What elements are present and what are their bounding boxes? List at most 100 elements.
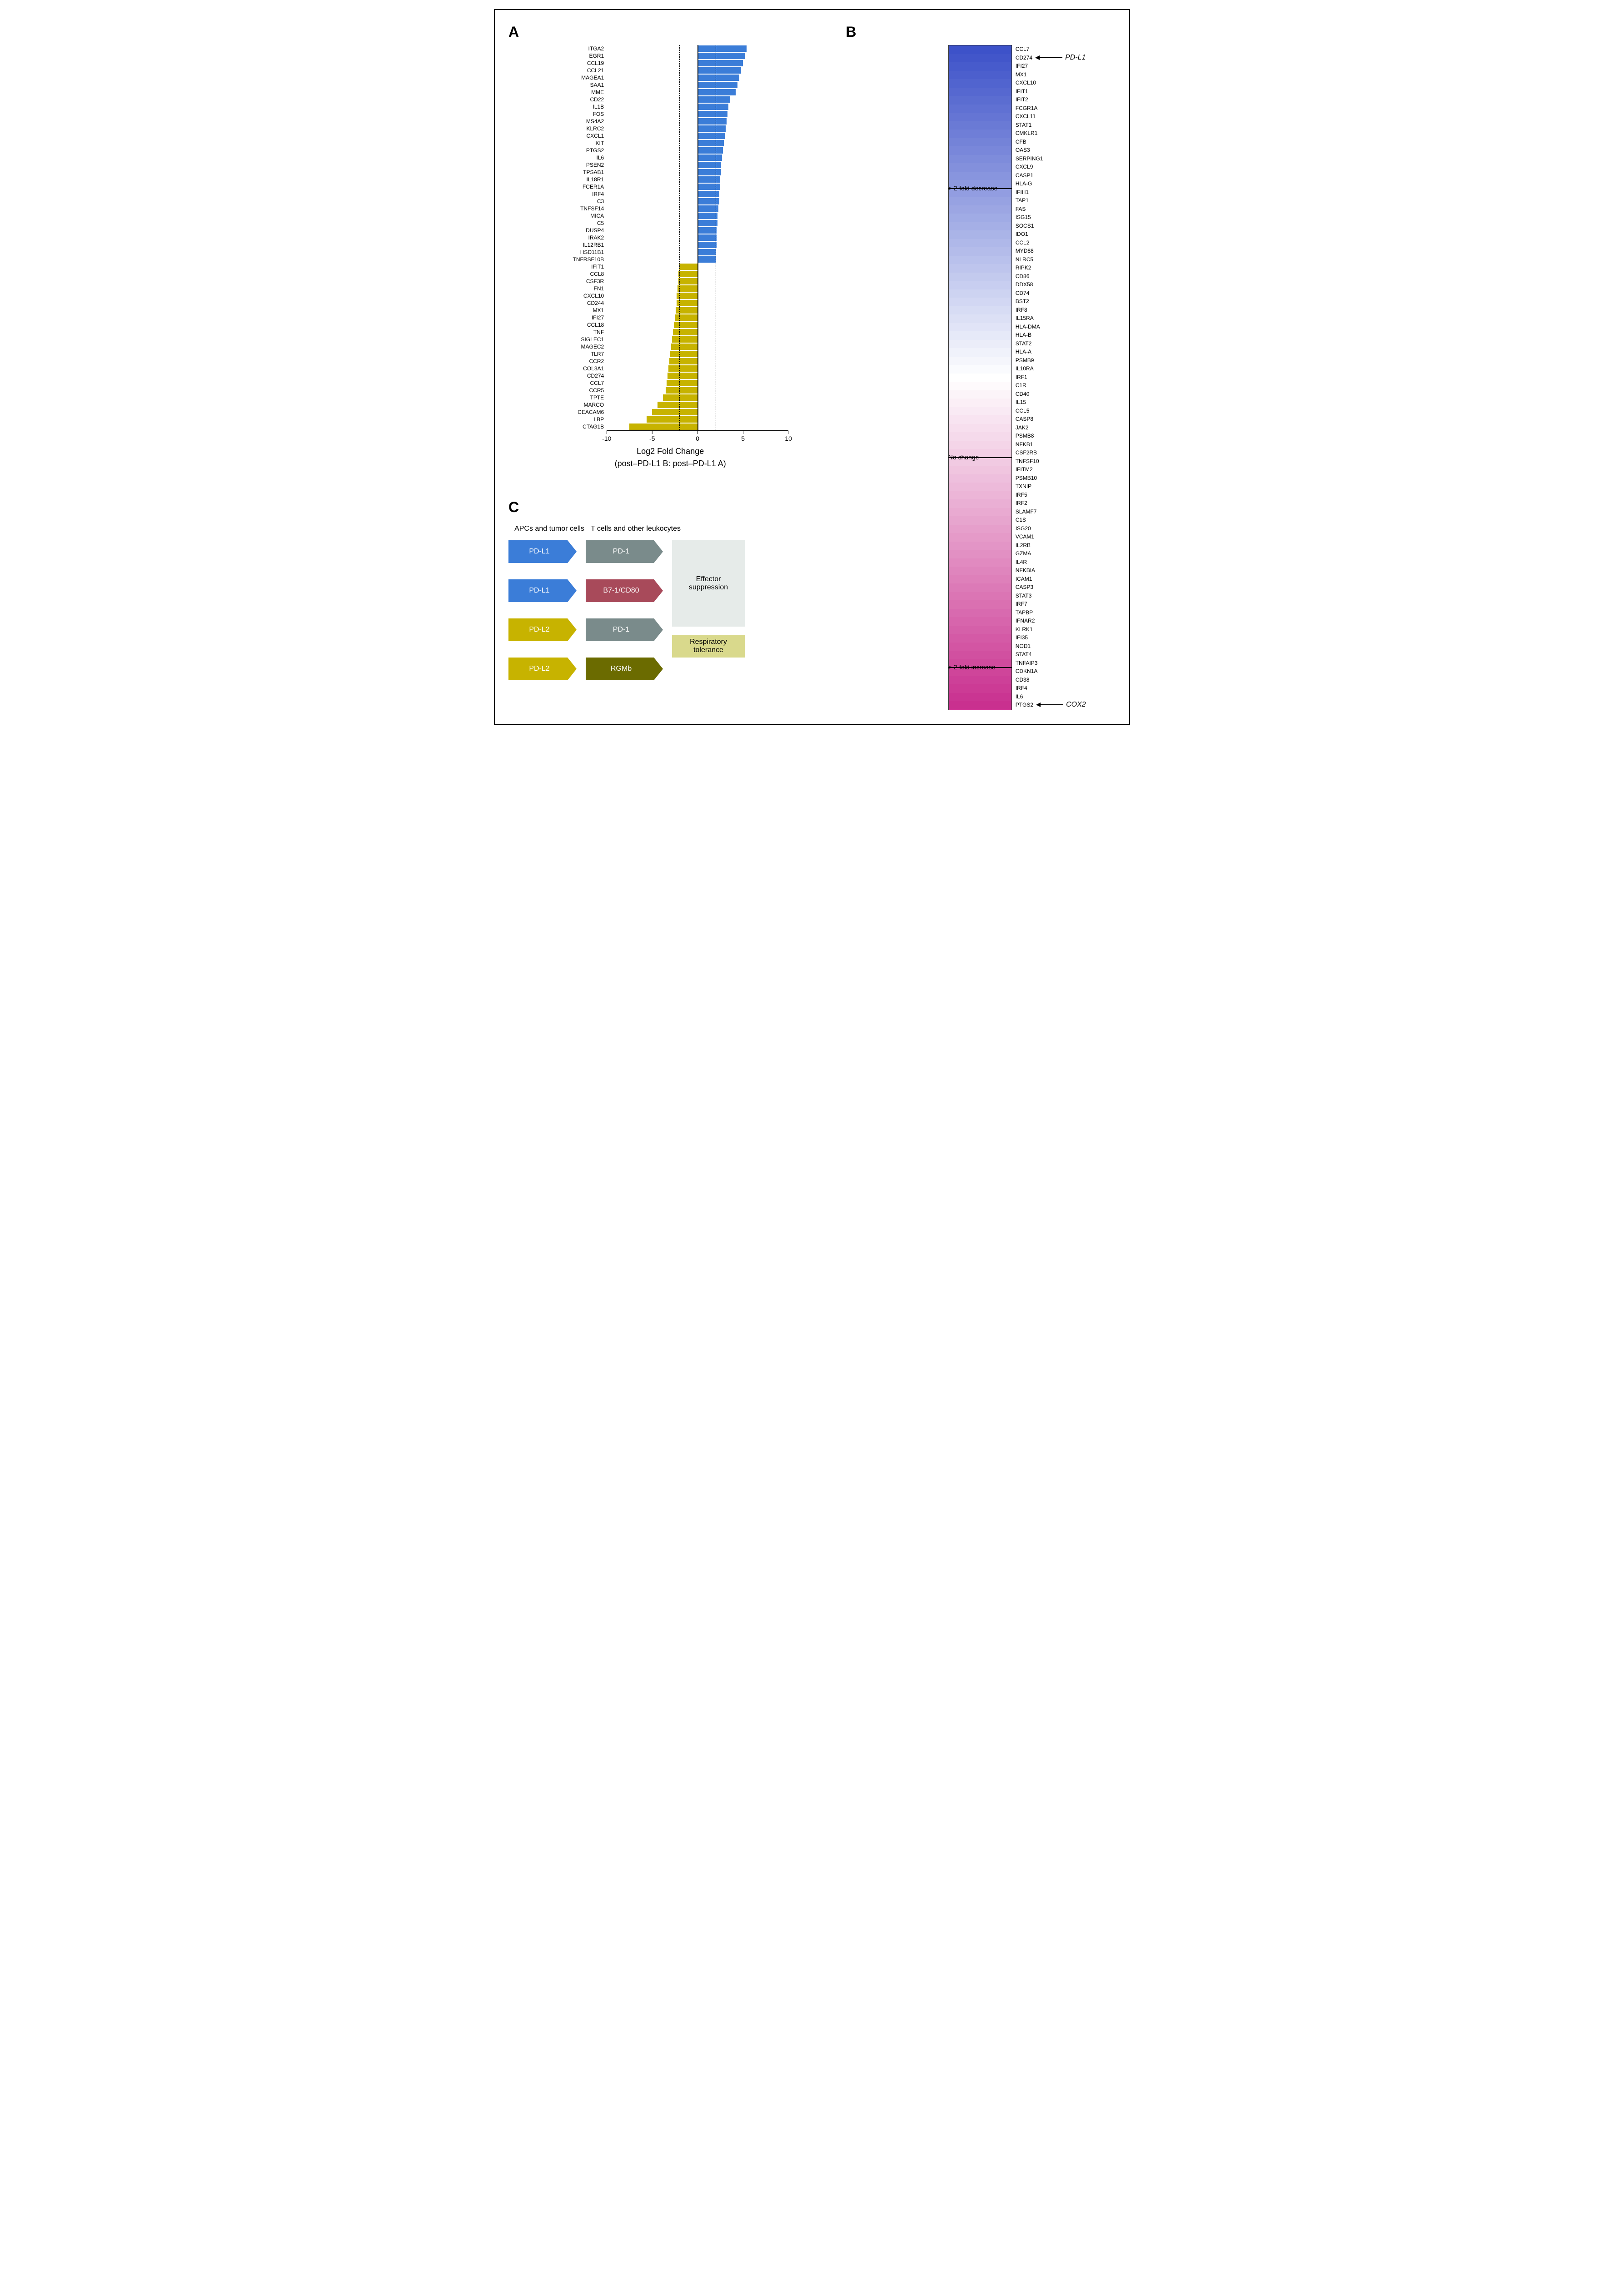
bar-row: IRF4 bbox=[552, 190, 788, 198]
heat-gene-label: IFITM2 bbox=[1016, 465, 1086, 474]
heat-cell bbox=[949, 163, 1011, 172]
heat-gene-label: STAT4 bbox=[1016, 650, 1086, 659]
gene-label: IL1B bbox=[552, 104, 607, 110]
bar bbox=[697, 176, 720, 183]
heat-cell bbox=[949, 247, 1011, 256]
bar bbox=[672, 336, 697, 343]
bar-row: CCR2 bbox=[552, 358, 788, 365]
heat-gene-label: MYD88 bbox=[1016, 247, 1086, 255]
bar-row: CD22 bbox=[552, 96, 788, 103]
bar-row: MAGEA1 bbox=[552, 74, 788, 81]
heat-cell bbox=[949, 474, 1011, 483]
heat-cell bbox=[949, 390, 1011, 399]
gene-label: C3 bbox=[552, 198, 607, 204]
heat-cell bbox=[949, 466, 1011, 474]
heat-cell bbox=[949, 441, 1011, 449]
heat-gene-label: IDO1 bbox=[1016, 230, 1086, 239]
bar-row: IL12RB1 bbox=[552, 241, 788, 249]
bar-row: TNFRSF10B bbox=[552, 256, 788, 263]
heat-gene-label: IL15 bbox=[1016, 398, 1086, 407]
bar bbox=[697, 242, 717, 248]
bar-row: KIT bbox=[552, 140, 788, 147]
gene-label: HSD11B1 bbox=[552, 249, 607, 255]
bar bbox=[697, 147, 723, 154]
gene-label: MS4A2 bbox=[552, 118, 607, 125]
heat-cell bbox=[949, 113, 1011, 121]
bar bbox=[671, 344, 697, 350]
bar-row: IFI27 bbox=[552, 314, 788, 321]
gene-label: IL6 bbox=[552, 154, 607, 161]
bar bbox=[697, 191, 719, 197]
heat-gene-label: MX1 bbox=[1016, 70, 1086, 79]
bar bbox=[697, 89, 736, 95]
heat-cell bbox=[949, 298, 1011, 306]
heat-cell bbox=[949, 273, 1011, 281]
barchart: ITGA2EGR1CCL19CCL21MAGEA1SAA1MMECD22IL1B… bbox=[508, 45, 832, 468]
heat-cell bbox=[949, 138, 1011, 147]
heat-cell bbox=[949, 643, 1011, 651]
bar bbox=[677, 300, 697, 306]
heat-cell bbox=[949, 432, 1011, 441]
gene-label: SAA1 bbox=[552, 82, 607, 88]
bar bbox=[677, 293, 697, 299]
heat-gene-label: FCGR1A bbox=[1016, 104, 1086, 113]
bar bbox=[697, 133, 725, 139]
bar bbox=[697, 198, 719, 204]
heat-gene-label: IL15RA bbox=[1016, 314, 1086, 323]
panel-b-label: B bbox=[846, 24, 1116, 40]
heat-cell bbox=[949, 483, 1011, 491]
heat-cell bbox=[949, 348, 1011, 357]
bar bbox=[652, 409, 697, 415]
heat-cell bbox=[949, 382, 1011, 390]
gene-label: TPTE bbox=[552, 394, 607, 401]
flow-row: PD-L2PD-1 bbox=[508, 618, 672, 641]
gene-label: IRF4 bbox=[552, 191, 607, 197]
heat-gene-label: ISG15 bbox=[1016, 213, 1086, 222]
bar bbox=[674, 322, 697, 328]
heat-gene-label: OAS3 bbox=[1016, 146, 1086, 154]
heat-gene-label: IFIH1 bbox=[1016, 188, 1086, 197]
bar-row: CCL18 bbox=[552, 321, 788, 329]
heat-gene-label: TAPBP bbox=[1016, 608, 1086, 617]
gene-label: TNFSF14 bbox=[552, 205, 607, 212]
heat-gene-label: IRF8 bbox=[1016, 306, 1086, 314]
heatmap: > 2-fold decreaseNo change> 2-fold incre… bbox=[846, 45, 1116, 710]
heat-gene-label: SERPING1 bbox=[1016, 154, 1086, 163]
bar bbox=[697, 140, 724, 146]
gene-label: KIT bbox=[552, 140, 607, 146]
heat-gene-label: PSMB8 bbox=[1016, 432, 1086, 440]
heat-cell bbox=[949, 701, 1011, 710]
heat-cell bbox=[949, 306, 1011, 315]
heat-cell bbox=[949, 314, 1011, 323]
bar bbox=[697, 75, 739, 81]
heat-gene-label: ISG20 bbox=[1016, 524, 1086, 533]
flow-row: PD-L2RGMb bbox=[508, 658, 672, 680]
heat-gene-label: PSMB10 bbox=[1016, 474, 1086, 483]
flowchart: APCs and tumor cells T cells and other l… bbox=[508, 520, 832, 693]
heat-cell bbox=[949, 558, 1011, 567]
bar bbox=[697, 205, 718, 212]
heat-gene-label: NOD1 bbox=[1016, 642, 1086, 651]
heat-cell bbox=[949, 617, 1011, 626]
x-axis-label-2: (post–PD-L1 B: post–PD-L1 A) bbox=[615, 459, 726, 468]
bar-row: CCL19 bbox=[552, 60, 788, 67]
bar bbox=[697, 227, 717, 234]
bar-row: IFIT1 bbox=[552, 263, 788, 270]
heat-gene-label: NFKBIA bbox=[1016, 566, 1086, 575]
heat-gene-label: ICAM1 bbox=[1016, 575, 1086, 583]
heat-gene-label: IFIT2 bbox=[1016, 95, 1086, 104]
heat-gene-label: CMKLR1 bbox=[1016, 129, 1086, 138]
bar-row: CCL21 bbox=[552, 67, 788, 74]
heat-cell bbox=[949, 54, 1011, 63]
heat-gene-label: BST2 bbox=[1016, 297, 1086, 306]
heat-cell bbox=[949, 172, 1011, 180]
panel-c-label: C bbox=[508, 499, 832, 516]
gene-label: TLR7 bbox=[552, 351, 607, 357]
bar-row: CEACAM6 bbox=[552, 409, 788, 416]
bar bbox=[677, 285, 697, 292]
heat-cell bbox=[949, 609, 1011, 618]
heat-gene-label: NLRC5 bbox=[1016, 255, 1086, 264]
heat-cell bbox=[949, 323, 1011, 332]
heat-gene-label: IL6 bbox=[1016, 693, 1086, 701]
bar bbox=[697, 67, 741, 74]
